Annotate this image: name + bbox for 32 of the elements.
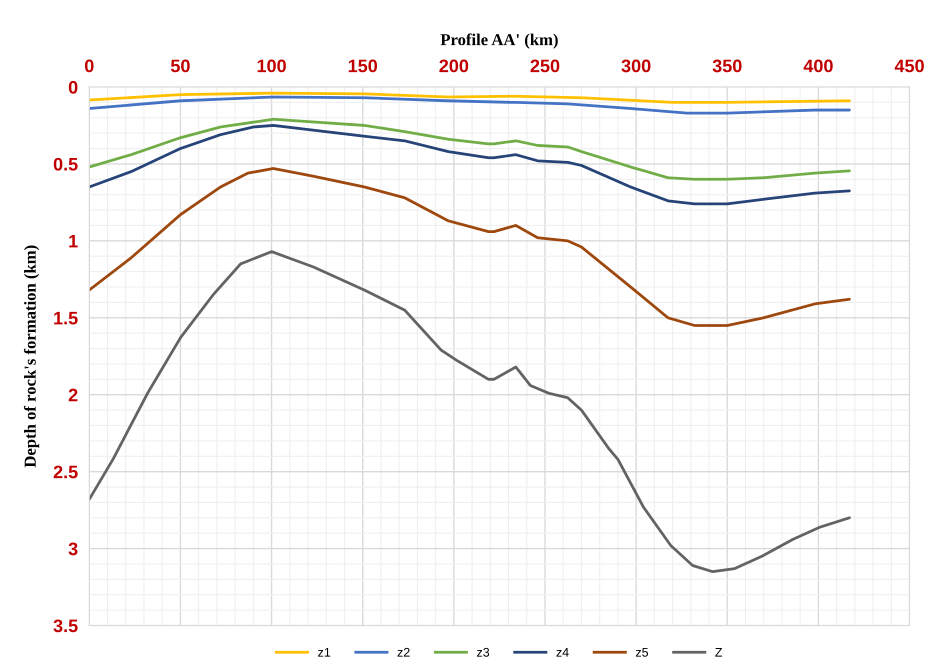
y-tick-label: 0.5 xyxy=(54,158,78,171)
x-tick-label: 0 xyxy=(84,60,94,72)
line-series xyxy=(89,250,851,574)
y-tick-label: 2 xyxy=(68,388,78,402)
x-tick-label: 200 xyxy=(439,60,468,72)
line-series xyxy=(89,92,851,104)
x-tick-label: 350 xyxy=(712,60,742,72)
y-tick-label: 2.5 xyxy=(54,466,78,478)
x-tick-label: 50 xyxy=(170,60,190,72)
x-axis-title: Profile AA' (km) xyxy=(440,33,558,49)
legend-label: z4 xyxy=(556,648,569,657)
y-tick-label: 1.5 xyxy=(54,312,78,324)
legend-label: z2 xyxy=(398,648,410,657)
legend-label: Z xyxy=(715,648,722,657)
line-series xyxy=(89,124,851,206)
legend-label: z5 xyxy=(636,648,648,657)
legend-label: z1 xyxy=(318,648,330,657)
x-tick-label: 100 xyxy=(258,60,286,72)
line-series xyxy=(89,96,851,115)
x-tick-label: 250 xyxy=(530,60,560,72)
y-tick-label: 3 xyxy=(68,542,78,556)
line-series xyxy=(89,118,851,181)
legend-label: z3 xyxy=(477,648,490,657)
line-series xyxy=(89,167,851,327)
y-tick-label: 1 xyxy=(69,234,78,248)
x-tick-label: 150 xyxy=(348,60,378,72)
y-tick-label: 0 xyxy=(68,80,78,94)
x-tick-label: 400 xyxy=(804,60,833,72)
y-tick-label: 3.5 xyxy=(53,619,78,632)
x-tick-label: 450 xyxy=(894,60,924,72)
x-tick-label: 300 xyxy=(621,60,650,72)
y-axis-title: Depth of rock's formation (km) xyxy=(24,246,40,468)
